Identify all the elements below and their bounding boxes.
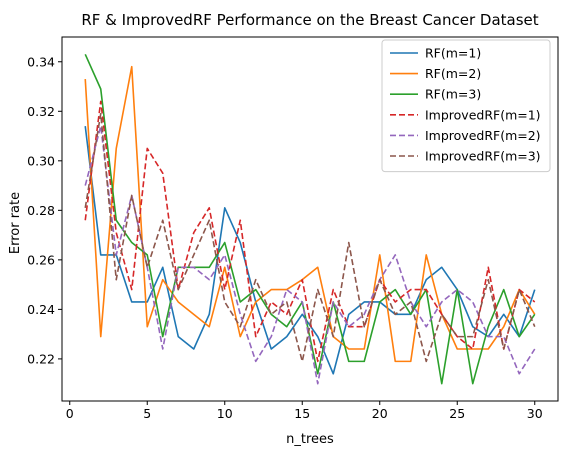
x-tick-label: 10 — [217, 406, 233, 421]
chart-title: RF & ImprovedRF Performance on the Breas… — [81, 11, 538, 29]
x-tick-label: 20 — [372, 406, 388, 421]
x-tick-label: 0 — [66, 406, 74, 421]
y-axis: 0.22 0.24 0.26 0.28 0.30 0.32 0.34 — [27, 54, 62, 366]
x-tick-label: 15 — [294, 406, 310, 421]
series-line-rf-m-2 — [84, 65, 536, 363]
series-line-rf-m-3 — [84, 54, 536, 385]
series-layer — [84, 54, 536, 385]
y-tick-label: 0.32 — [27, 104, 55, 119]
legend-label: RF(m=3) — [425, 87, 481, 102]
y-tick-label: 0.34 — [27, 54, 55, 69]
legend-label: ImprovedRF(m=3) — [425, 149, 541, 164]
y-tick-label: 0.26 — [27, 252, 55, 267]
legend-label: ImprovedRF(m=2) — [425, 128, 541, 143]
legend-label: ImprovedRF(m=1) — [425, 107, 541, 122]
y-tick-label: 0.30 — [27, 153, 55, 168]
legend-label: RF(m=2) — [425, 66, 481, 81]
x-axis: 0 5 10 15 20 25 30 — [66, 401, 543, 421]
x-axis-label: n_trees — [286, 432, 334, 447]
series-line-rf-m-1 — [84, 126, 536, 375]
legend: RF(m=1) RF(m=2) RF(m=3) ImprovedRF(m=1) Impr… — [381, 39, 551, 173]
series-line-improvedrf-m-2 — [84, 125, 536, 385]
y-tick-label: 0.24 — [27, 302, 55, 317]
y-tick-label: 0.28 — [27, 203, 55, 218]
legend-box — [381, 39, 551, 173]
y-axis-label: Error rate — [8, 192, 23, 254]
legend-label: RF(m=1) — [425, 46, 481, 61]
x-tick-label: 30 — [527, 406, 543, 421]
plot-frame — [61, 36, 559, 402]
series-line-improvedrf-m-1 — [84, 100, 536, 363]
x-tick-label: 5 — [143, 406, 151, 421]
y-tick-label: 0.22 — [27, 351, 55, 366]
x-tick-label: 25 — [449, 406, 465, 421]
series-line-improvedrf-m-3 — [84, 112, 536, 363]
